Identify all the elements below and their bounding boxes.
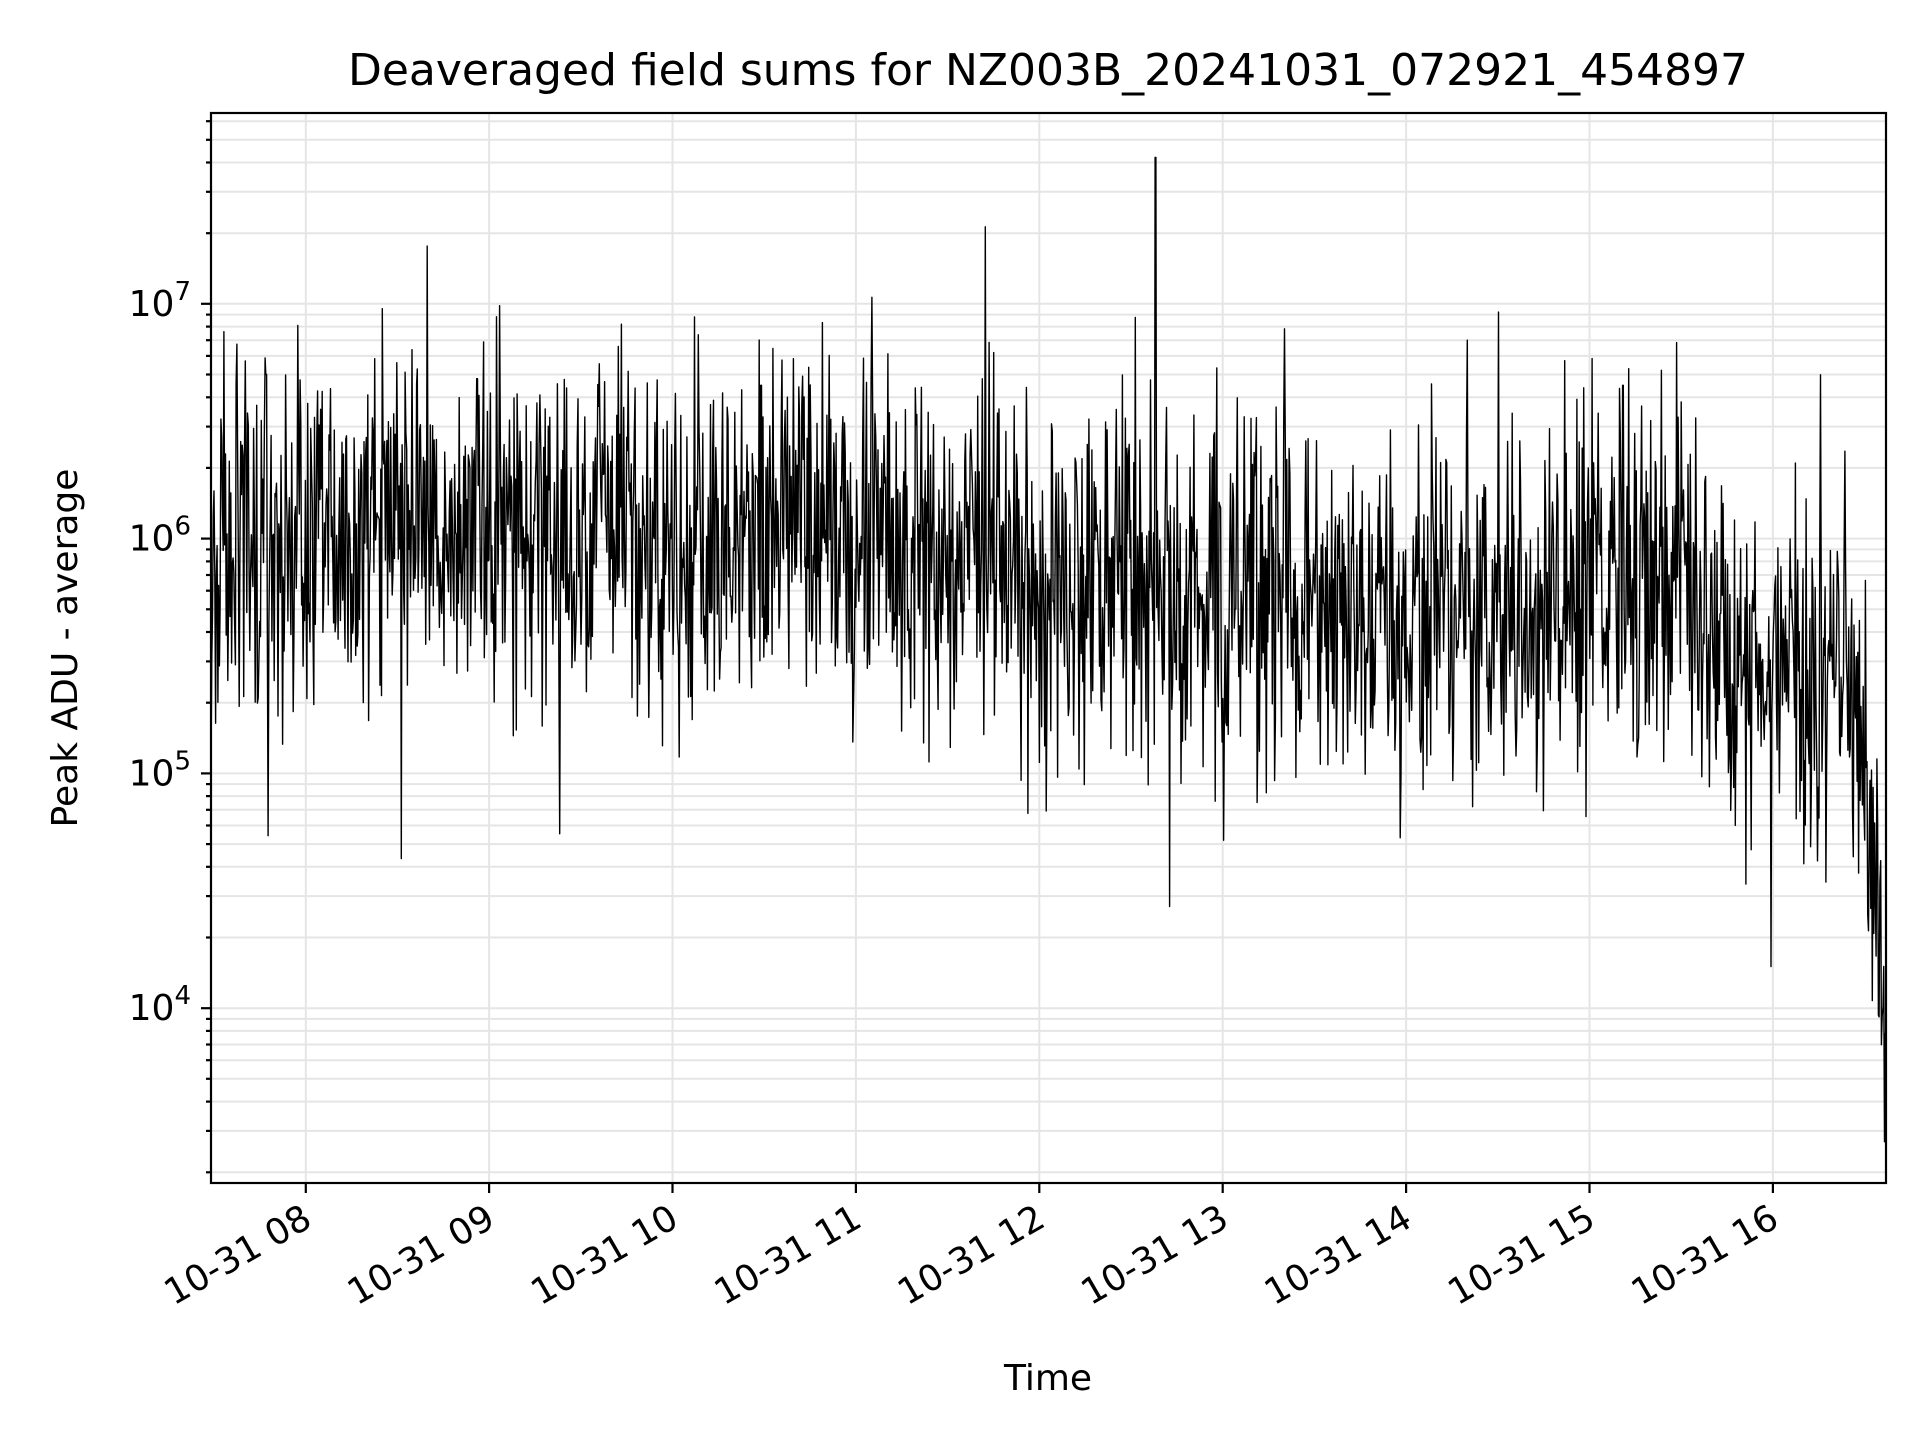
y-tick-label: 104 <box>129 981 191 1029</box>
x-tick-label: 10-31 13 <box>1075 1197 1236 1313</box>
chart-title: Deaveraged field sums for NZ003B_2024103… <box>348 45 1748 96</box>
y-tick-label: 107 <box>129 277 191 325</box>
y-tick-label: 106 <box>129 512 191 560</box>
x-tick-label: 10-31 08 <box>158 1197 319 1313</box>
series-line <box>210 156 1887 1143</box>
x-tick-label: 10-31 16 <box>1625 1197 1786 1313</box>
x-tick-label: 10-31 14 <box>1258 1197 1419 1313</box>
x-tick-label: 10-31 09 <box>341 1197 502 1313</box>
y-tick-label: 105 <box>129 746 191 794</box>
x-tick-label: 10-31 15 <box>1441 1197 1602 1313</box>
x-tick-label: 10-31 10 <box>524 1197 685 1313</box>
y-axis: 104 105 106 107 <box>129 120 211 1174</box>
grid <box>211 113 1886 1183</box>
plot-frame <box>209 111 1888 1185</box>
y-axis-label: Peak ADU - average <box>45 469 86 828</box>
x-tick-label: 10-31 11 <box>708 1197 869 1313</box>
x-tick-label: 10-31 12 <box>891 1197 1052 1313</box>
x-axis: 10-31 08 10-31 09 10-31 10 10-31 11 10-31 12… <box>158 1183 1786 1314</box>
x-axis-label: Time <box>1003 1358 1092 1399</box>
